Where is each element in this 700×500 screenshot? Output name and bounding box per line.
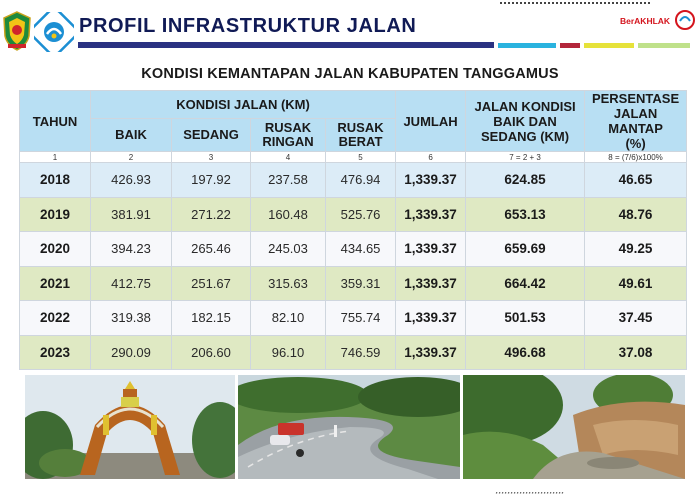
top-ink-line [470,0,700,7]
cell-persentase: 48.76 [584,196,688,232]
header-baik-sedang-line3: SEDANG (KM) [480,128,570,144]
cell-baik: 426.93 [90,162,172,198]
cell-tahun: 2019 [19,196,91,232]
header-persentase: PERSENTASE JALAN MANTAP (%) [584,90,688,152]
cell-rusak-ringan: 237.58 [250,162,326,198]
cell-sedang: 271.22 [171,196,251,232]
cell-baik-sedang: 653.13 [465,196,586,232]
cell-rusak-berat: 755.74 [324,300,397,336]
header-rusak-ringan-line1: RUSAK [264,120,312,136]
cell-jumlah: 1,339.37 [395,300,467,336]
cell-rusak-ringan: 96.10 [250,334,326,370]
header-persentase-line3: (%) [625,136,646,151]
cell-jumlah: 1,339.37 [395,231,467,267]
header-sedang: SEDANG [171,118,251,152]
cell-tahun: 2021 [19,265,91,301]
cell-persentase: 49.25 [584,231,688,267]
landslide-road-photo [463,375,685,479]
accent-segment-green [638,43,690,48]
cell-jumlah: 1,339.37 [395,162,467,198]
cell-rusak-berat: 525.76 [324,196,397,232]
header-rusak-ringan: RUSAK RINGAN [250,118,326,152]
winding-road-photo [238,375,460,479]
header-rusak-berat-line2: BERAT [338,134,383,150]
table-row: 2023 290.09 206.60 96.10 746.59 1,339.37… [19,334,688,370]
public-works-logo-icon [34,12,74,52]
cell-sedang: 197.92 [171,162,251,198]
column-number: 3 [171,151,251,163]
header-jumlah: JUMLAH [395,90,467,152]
header-baik-sedang-line1: JALAN KONDISI [474,98,576,114]
cell-sedang: 251.67 [171,265,251,301]
road-condition-table: TAHUN KONDISI JALAN (KM) JUMLAH JALAN KO… [19,89,688,370]
cell-tahun: 2020 [19,231,91,267]
title-underline-bar [78,42,494,48]
cell-sedang: 265.46 [171,231,251,267]
column-number: 6 [395,151,467,163]
cell-baik-sedang: 624.85 [465,162,586,198]
table-row: 2018 426.93 197.92 237.58 476.94 1,339.3… [19,162,688,198]
accent-segment-red [560,43,580,48]
cell-baik: 412.75 [90,265,172,301]
cell-tahun: 2023 [19,334,91,370]
page-title: PROFIL INFRASTRUKTUR JALAN [79,15,417,37]
header-rusak-berat-line1: RUSAK [337,120,384,136]
cell-persentase: 37.45 [584,300,688,336]
cell-jumlah: 1,339.37 [395,265,467,301]
header-rusak-berat: RUSAK BERAT [324,118,397,152]
brand-label: BerAKHLAK [620,16,671,26]
regency-emblem-icon [3,11,31,51]
cell-baik: 381.91 [90,196,172,232]
cell-rusak-ringan: 160.48 [250,196,326,232]
cell-baik-sedang: 664.42 [465,265,586,301]
gateway-arch-photo [25,375,235,479]
header-persentase-line2: JALAN MANTAP [608,106,663,136]
header-baik-sedang-line2: BAIK DAN [493,113,557,129]
cell-rusak-berat: 746.59 [324,334,397,370]
footer-watermark: ······················· [495,488,564,498]
cell-tahun: 2018 [19,162,91,198]
column-number: 5 [324,151,397,163]
column-number: 8 = (7/6)x100% [584,151,688,163]
table-row: 2021 412.75 251.67 315.63 359.31 1,339.3… [19,265,688,301]
cell-jumlah: 1,339.37 [395,196,467,232]
cell-baik-sedang: 496.68 [465,334,586,370]
table-subtitle: KONDISI KEMANTAPAN JALAN KABUPATEN TANGG… [141,66,559,82]
cell-rusak-ringan: 82.10 [250,300,326,336]
cell-rusak-berat: 476.94 [324,162,397,198]
cell-tahun: 2022 [19,300,91,336]
cell-rusak-berat: 359.31 [324,265,397,301]
cell-baik: 394.23 [90,231,172,267]
table-row: 2020 394.23 265.46 245.03 434.65 1,339.3… [19,231,688,267]
header-persentase-line1: PERSENTASE [591,91,680,106]
cell-jumlah: 1,339.37 [395,334,467,370]
cell-sedang: 182.15 [171,300,251,336]
header-baik-sedang: JALAN KONDISI BAIK DAN SEDANG (KM) [465,90,586,152]
cell-persentase: 46.65 [584,162,688,198]
photo-strip [25,375,685,479]
header-kondisi-jalan: KONDISI JALAN (KM) [89,89,397,120]
cell-rusak-ringan: 245.03 [250,231,326,267]
column-number: 7 = 2 + 3 [465,151,586,163]
header-tahun: TAHUN [19,90,91,152]
cell-persentase: 49.61 [584,265,688,301]
table-row: 2022 319.38 182.15 82.10 755.74 1,339.37… [19,300,688,336]
cell-baik-sedang: 659.69 [465,231,586,267]
column-number: 1 [19,151,91,163]
table-row: 2019 381.91 271.22 160.48 525.76 1,339.3… [19,196,688,232]
accent-segment-yellow [584,43,634,48]
column-number: 4 [250,151,326,163]
cell-baik-sedang: 501.53 [465,300,586,336]
header-rusak-ringan-line2: RINGAN [262,134,314,150]
column-number: 2 [90,151,172,163]
accent-segment-cyan [498,43,556,48]
cell-rusak-berat: 434.65 [324,231,397,267]
bangga-melayani-logo-icon [675,10,695,30]
cell-persentase: 37.08 [584,334,688,370]
header-baik: BAIK [90,118,172,152]
cell-baik: 319.38 [90,300,172,336]
cell-rusak-ringan: 315.63 [250,265,326,301]
cell-sedang: 206.60 [171,334,251,370]
cell-baik: 290.09 [90,334,172,370]
